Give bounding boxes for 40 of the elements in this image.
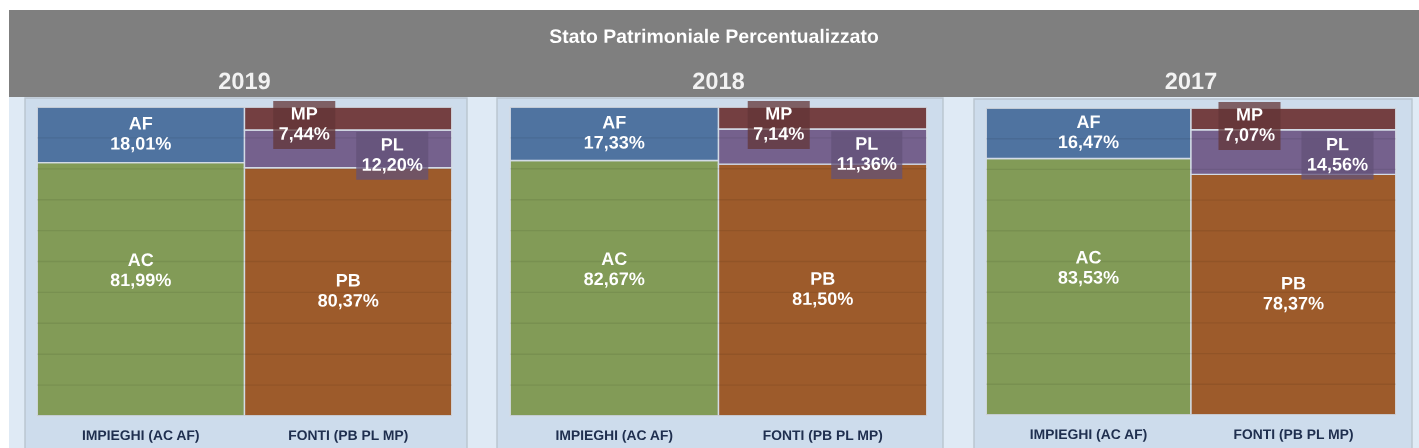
data-label: 12,20% bbox=[362, 158, 423, 174]
data-label: 82,67% bbox=[584, 272, 645, 288]
x-tick-label: FONTI (PB PL MP) bbox=[1234, 428, 1353, 442]
data-label: 81,99% bbox=[110, 273, 171, 289]
series-label: PB bbox=[1282, 276, 1306, 290]
chart-title: 2019 bbox=[219, 72, 270, 90]
series-label: PL bbox=[381, 138, 404, 151]
data-label: 81,50% bbox=[792, 292, 853, 308]
x-tick-label: IMPIEGHI (AC AF) bbox=[556, 429, 673, 443]
series-label: PL bbox=[856, 137, 878, 150]
series-label: AF bbox=[602, 115, 626, 129]
data-label: 78,37% bbox=[1263, 296, 1324, 313]
series-label: PL bbox=[1327, 137, 1349, 151]
data-label: 83,53% bbox=[1058, 270, 1119, 287]
series-label: MP bbox=[291, 107, 318, 120]
series-label: AC bbox=[128, 253, 154, 267]
data-label: 16,47% bbox=[1059, 135, 1119, 151]
series-label: AC bbox=[1075, 250, 1102, 264]
data-label: 7,44% bbox=[279, 127, 330, 143]
data-label: 17,33% bbox=[584, 135, 645, 152]
series-label: MP bbox=[766, 107, 792, 120]
data-label: 7,14% bbox=[753, 127, 804, 143]
data-label: 11,36% bbox=[837, 157, 897, 173]
data-label: 7,07% bbox=[1224, 128, 1275, 144]
series-label: PB bbox=[336, 274, 360, 287]
series-label: AF bbox=[129, 117, 153, 130]
x-tick-label: IMPIEGHI (AC AF) bbox=[82, 429, 199, 443]
series-label: AF bbox=[1076, 115, 1100, 128]
series-label: PB bbox=[811, 272, 835, 285]
x-tick-label: FONTI (PB PL MP) bbox=[289, 429, 408, 443]
series-label: AC bbox=[601, 252, 627, 266]
series-label: MP bbox=[1237, 108, 1263, 121]
chart-title: 2017 bbox=[1165, 72, 1217, 90]
data-label: 80,37% bbox=[318, 293, 379, 310]
x-tick-label: IMPIEGHI (AC AF) bbox=[1030, 428, 1147, 442]
x-tick-label: FONTI (PB PL MP) bbox=[763, 429, 883, 443]
data-label: 18,01% bbox=[111, 136, 171, 153]
text: Stato Patrimoniale Percentualizzato bbox=[549, 28, 879, 44]
data-label: 14,56% bbox=[1308, 157, 1368, 174]
chart-title: 2018 bbox=[693, 72, 745, 90]
